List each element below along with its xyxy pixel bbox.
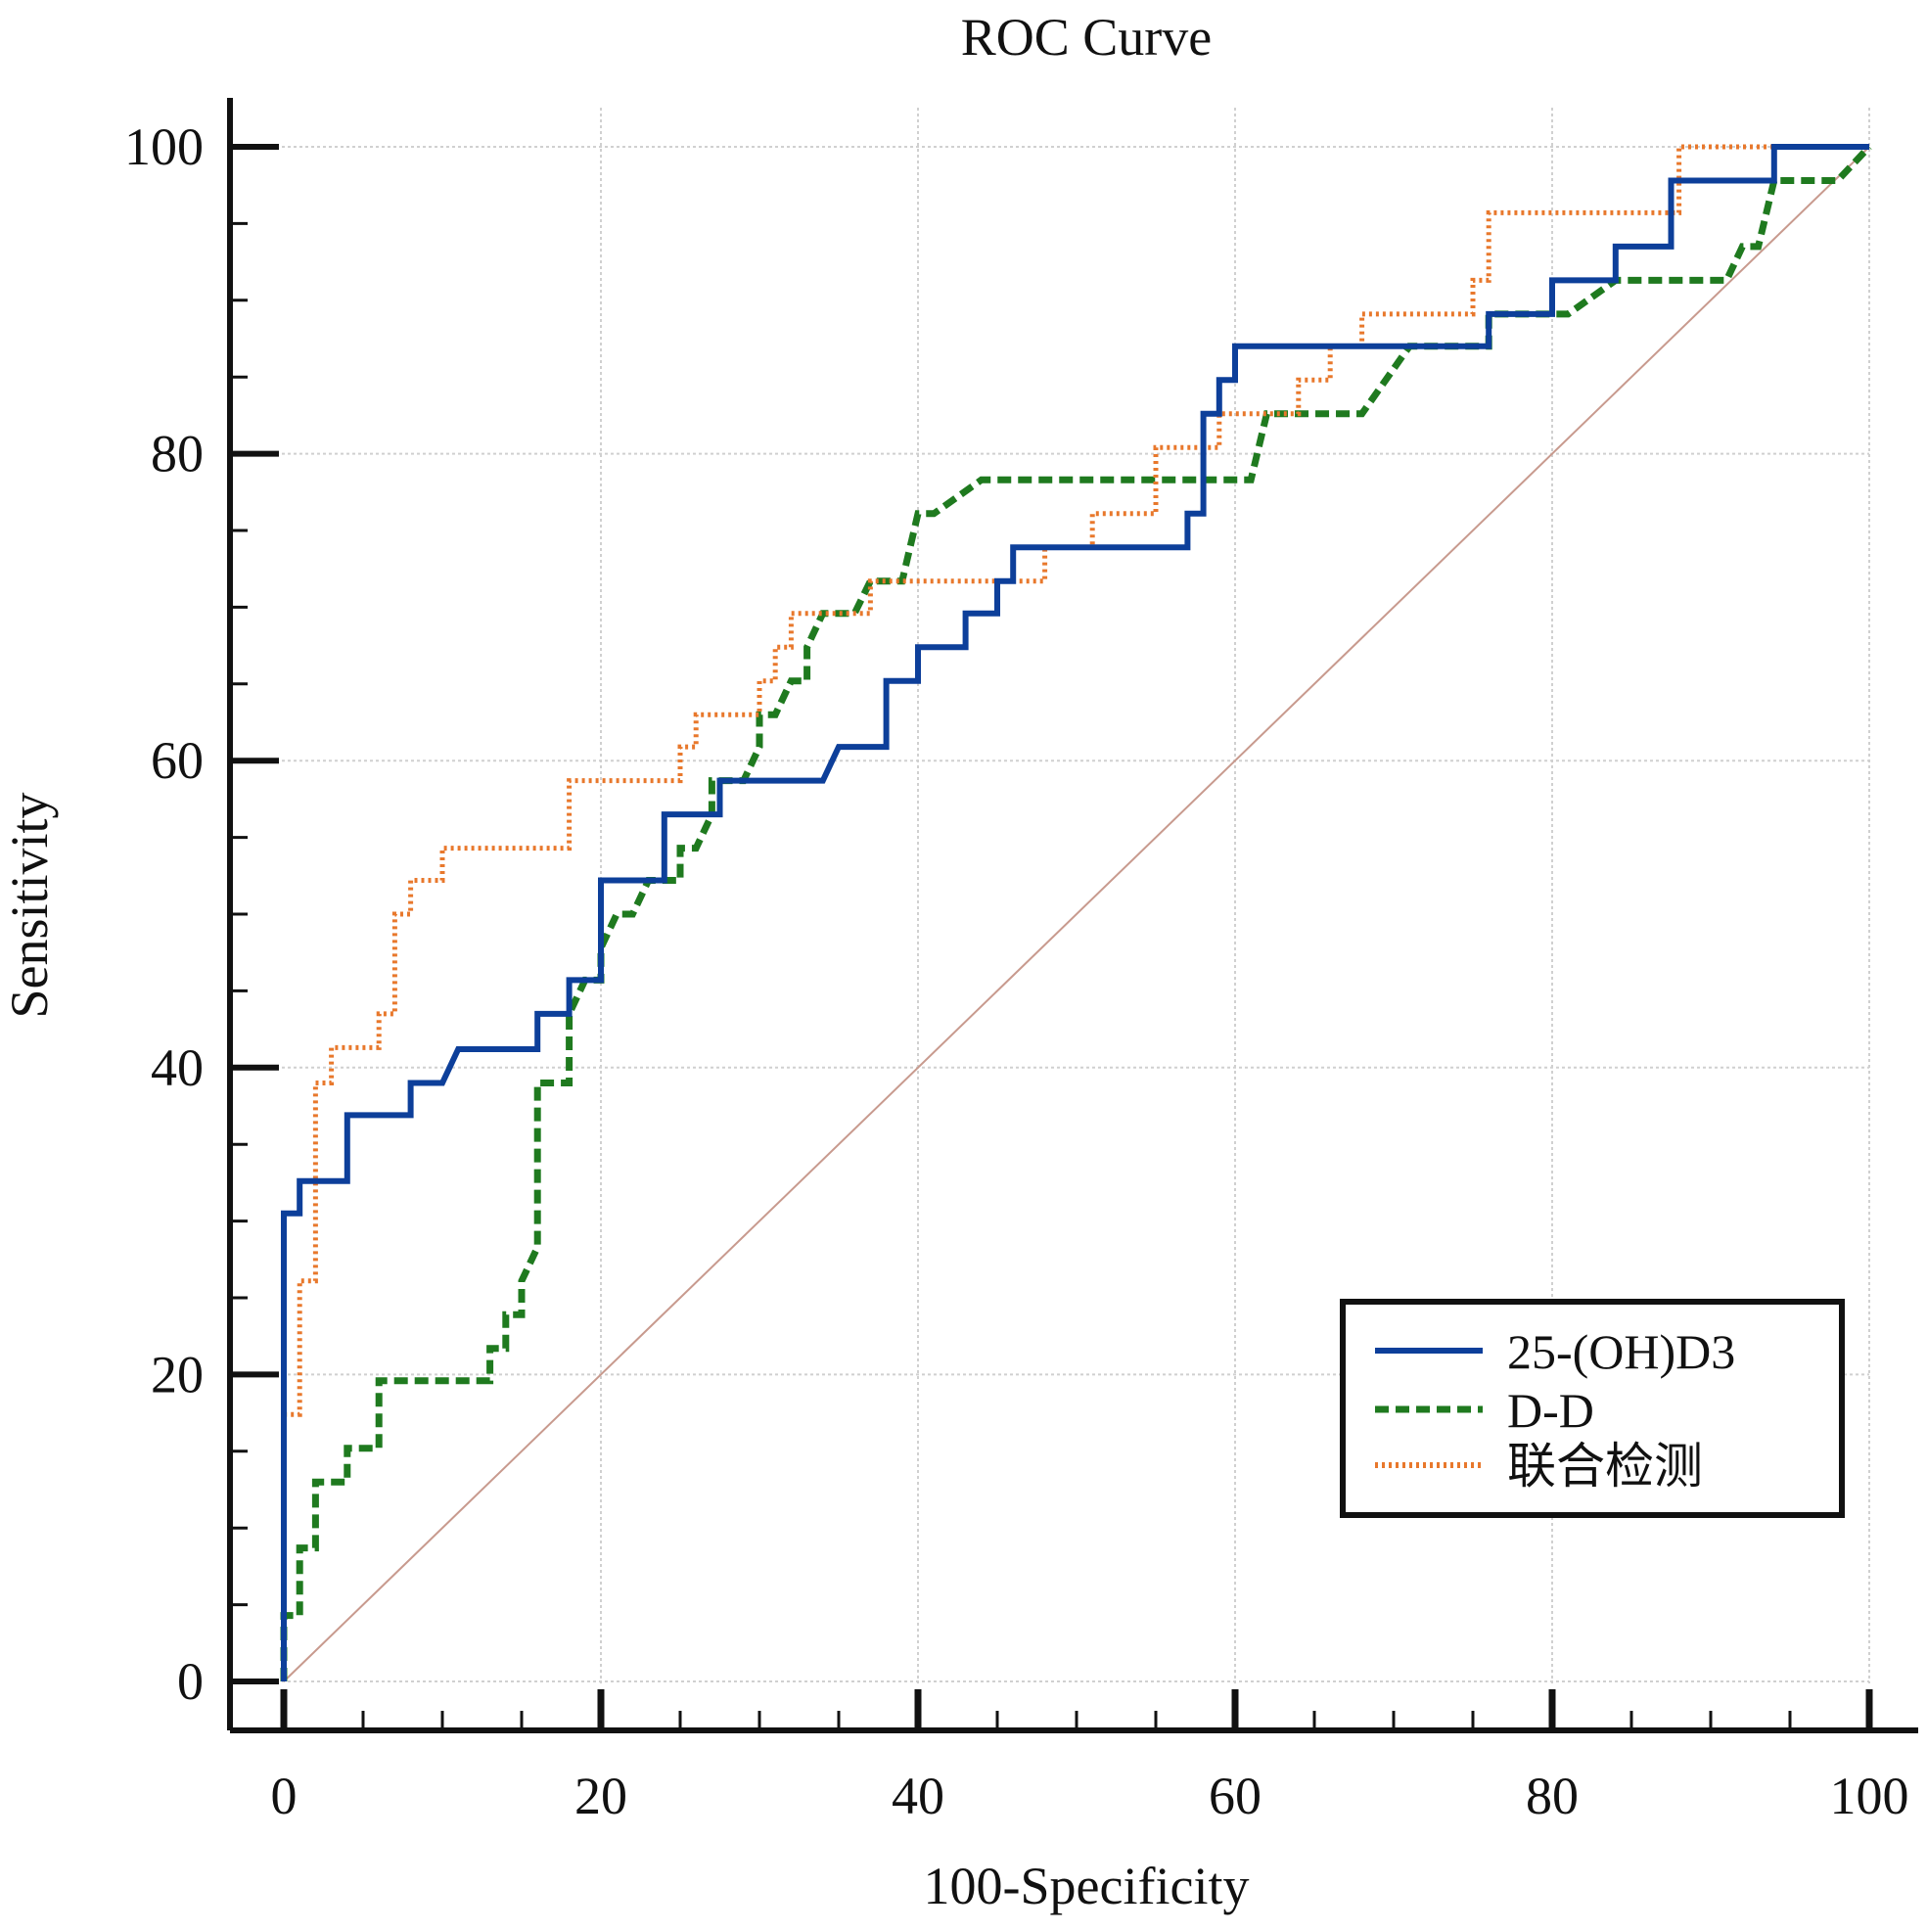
- series-line-0: [281, 144, 1869, 1681]
- series-layer: [280, 144, 1872, 1682]
- x-tick-label-60: 60: [1209, 1767, 1262, 1825]
- y-tick-label-40: 40: [151, 1038, 204, 1097]
- x-tick-label-20: 20: [574, 1767, 627, 1825]
- x-tick-label-40: 40: [892, 1767, 944, 1825]
- series-line-3: [283, 146, 1870, 1682]
- x-tick-label-100: 100: [1830, 1767, 1909, 1825]
- x-tick-label-0: 0: [271, 1767, 298, 1825]
- y-tick-label-80: 80: [151, 425, 204, 483]
- legend: 25-(OH)D3 D-D 联合检测: [1340, 1299, 1845, 1518]
- x-tick-label-80: 80: [1526, 1767, 1579, 1825]
- chart-title: ROC Curve: [961, 8, 1213, 67]
- y-tick-label-20: 20: [151, 1345, 204, 1403]
- y-tick-label-100: 100: [124, 117, 204, 176]
- legend-label-combined: 联合检测: [1507, 1439, 1703, 1494]
- tick-labels: 0 20 40 60 80 100 0 20 40 60 80 100: [124, 117, 1909, 1825]
- legend-label-25ohd3: 25-(OH)D3: [1507, 1324, 1735, 1379]
- y-tick-label-60: 60: [151, 731, 204, 790]
- y-axis-label: Sensitivity: [0, 792, 59, 1018]
- series-line-2: [281, 144, 1869, 1681]
- y-tick-label-0: 0: [177, 1652, 204, 1711]
- axes: [227, 98, 1918, 1733]
- legend-label-dd: D-D: [1507, 1383, 1594, 1438]
- x-axis-label: 100-Specificity: [924, 1857, 1250, 1915]
